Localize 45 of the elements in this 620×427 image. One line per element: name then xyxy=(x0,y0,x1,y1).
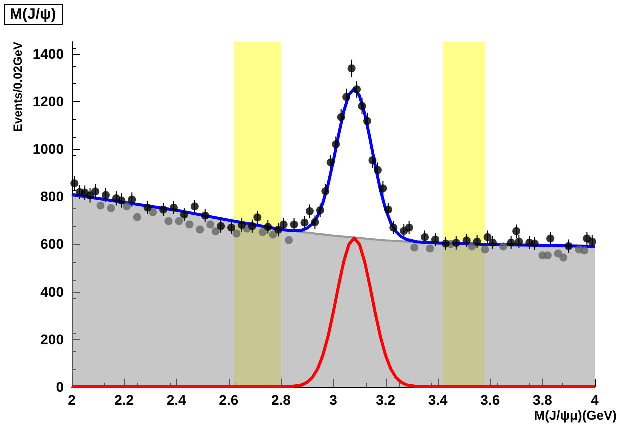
y-tick-label: 1200 xyxy=(32,93,64,110)
point xyxy=(580,246,589,255)
point xyxy=(186,220,194,229)
point xyxy=(212,228,220,236)
x-axis-title: M(J/ψμ)(GeV) xyxy=(534,408,617,423)
x-tick-label: 3.6 xyxy=(480,392,500,408)
y-tick-label: 600 xyxy=(40,236,64,252)
point xyxy=(232,230,241,238)
point xyxy=(164,217,173,226)
point xyxy=(410,244,419,252)
point xyxy=(285,236,294,244)
x-tick-label: 3.4 xyxy=(428,392,448,408)
point xyxy=(175,217,184,226)
x-tick-label: 2.2 xyxy=(114,392,134,408)
point xyxy=(206,220,215,229)
x-tick-label: 2 xyxy=(68,392,76,408)
point xyxy=(560,254,568,262)
point xyxy=(544,252,552,260)
point xyxy=(107,204,116,212)
point xyxy=(133,213,142,222)
point xyxy=(122,202,131,211)
y-tick-label: 400 xyxy=(40,284,64,300)
x-tick-label: 3.8 xyxy=(532,392,553,408)
y-tick-label: 0 xyxy=(56,379,64,395)
point xyxy=(468,242,476,251)
point xyxy=(269,230,278,239)
x-tick-label: 2.8 xyxy=(271,392,292,408)
x-tick-label: 3.2 xyxy=(376,392,396,408)
x-tick-label: 4 xyxy=(591,392,600,408)
point xyxy=(149,208,158,216)
x-tick-label: 2.6 xyxy=(219,392,239,408)
point xyxy=(96,202,105,210)
x-tick-label: 2.4 xyxy=(166,392,187,408)
point xyxy=(426,244,434,253)
y-tick-label: 800 xyxy=(40,188,64,205)
x-tick-label: 3 xyxy=(330,392,338,408)
point xyxy=(258,228,267,236)
y-tick-label: 200 xyxy=(40,331,64,348)
y-tick-label: 1400 xyxy=(32,46,64,62)
chart-title: M(J/ψ) xyxy=(10,6,56,23)
y-axis-title: Events/0.02GeV xyxy=(11,42,25,132)
point xyxy=(196,226,204,234)
y-tick-label: 1000 xyxy=(32,141,64,158)
point xyxy=(499,242,508,251)
point xyxy=(481,246,490,254)
